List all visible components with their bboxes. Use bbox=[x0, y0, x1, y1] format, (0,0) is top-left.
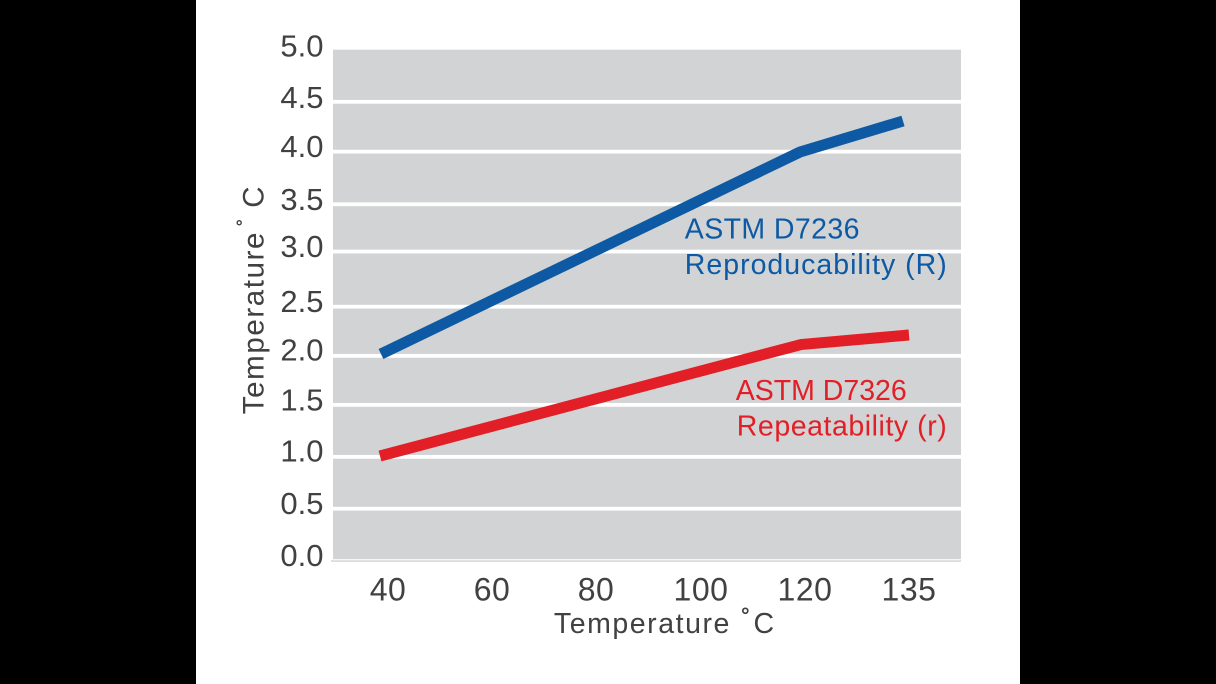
svg-text:3.5: 3.5 bbox=[280, 182, 323, 217]
svg-text:0.0: 0.0 bbox=[280, 538, 323, 573]
svg-text:Repeatability (r): Repeatability (r) bbox=[737, 411, 948, 443]
svg-text:C: C bbox=[237, 186, 270, 207]
svg-text:ASTM D7326: ASTM D7326 bbox=[736, 375, 907, 407]
svg-text:5.0: 5.0 bbox=[280, 28, 323, 63]
svg-text:1.5: 1.5 bbox=[280, 382, 323, 417]
svg-text:4.0: 4.0 bbox=[280, 129, 323, 164]
svg-text:Reproducability (R): Reproducability (R) bbox=[685, 249, 948, 281]
svg-text:120: 120 bbox=[778, 571, 833, 607]
svg-text:2.5: 2.5 bbox=[280, 284, 323, 319]
svg-text:Temperature: Temperature bbox=[237, 231, 270, 414]
svg-text:ASTM D7236: ASTM D7236 bbox=[685, 214, 860, 246]
svg-text:0.5: 0.5 bbox=[280, 486, 323, 521]
svg-text:4.5: 4.5 bbox=[280, 80, 323, 115]
svg-text:135: 135 bbox=[882, 571, 937, 607]
svg-text:C: C bbox=[754, 608, 775, 640]
svg-text:60: 60 bbox=[474, 571, 511, 607]
svg-text:100: 100 bbox=[674, 571, 729, 607]
svg-text:Temperature: Temperature bbox=[554, 608, 731, 640]
svg-text:2.0: 2.0 bbox=[280, 332, 323, 367]
svg-text:1.0: 1.0 bbox=[280, 434, 323, 469]
svg-text:3.0: 3.0 bbox=[280, 229, 323, 264]
svg-text:80: 80 bbox=[578, 571, 615, 607]
svg-text:40: 40 bbox=[370, 571, 407, 607]
